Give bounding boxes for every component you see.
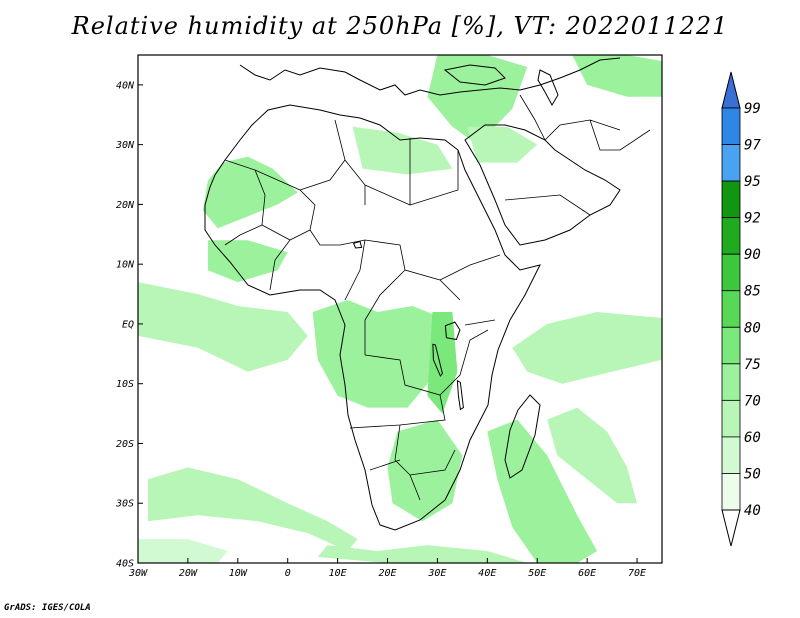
colorbar-label: 99 [744,101,761,117]
country-borders [224,94,651,501]
lakes [352,240,464,411]
colorbar-box [721,180,741,219]
lat-tick-label: 40N [116,80,135,91]
lon-tick-label: 40E [478,568,496,579]
colorbar-bottom-arrow [721,509,741,547]
colorbar-box [721,107,741,145]
colorbar-box [721,253,741,292]
lon-tick-label: 70E [628,568,646,579]
arabia-coastline [464,124,621,246]
humid-region-iran-east [572,55,662,97]
colorbar-box [721,144,741,182]
lat-tick-label: 30S [115,499,134,510]
colorbar-label: 95 [744,174,761,190]
humid-region-southern-africa [387,419,463,522]
humid-region-sahara-west-band [202,156,298,229]
lat-tick-label: 30N [115,140,135,151]
lon-tick-label: 30W [128,568,148,579]
colorbar-label: 80 [744,320,761,336]
colorbar-label: 92 [744,211,761,227]
lat-tick-label: EQ [122,319,134,330]
colorbar-label: 85 [744,284,761,300]
colorbar-label: 50 [744,466,761,482]
humid-region-arabia-north [467,126,538,163]
lon-tick-label: 10W [229,568,248,579]
colorbar-box [721,363,741,401]
lat-tick-label: 20N [116,200,135,211]
lake-victoria [444,321,461,341]
colorbar-box [721,399,741,438]
lat-tick-label: 20S [116,439,134,450]
humid-region-atlantic-south-lower [138,539,228,563]
humid-region-libya-egypt [352,126,453,175]
colorbar: 99 97 95 92 90 85 80 75 70 60 50 40 [721,71,761,547]
humid-region-central-africa [312,300,448,408]
colorbar-top-arrow [721,71,741,109]
colorbar-box [721,473,741,511]
colorbar-box [721,326,741,365]
humid-region-south-of-africa [317,545,528,563]
lon-tick-label: 0 [285,568,291,579]
colorbar-box [721,290,741,328]
colorbar-box [721,217,741,255]
colorbar-label: 60 [744,430,761,446]
lon-tick-label: 30E [427,568,446,579]
humid-region-levant-turkey [427,55,528,145]
lake-malawi [456,379,464,411]
lon-tick-label: 60E [578,568,596,579]
chart-title: Relative humidity at 250hPa [%], VT: 202… [71,12,729,40]
colorbar-label: 70 [744,393,761,409]
map-frame [137,54,663,564]
lon-tick-label: 10E [329,568,347,579]
lat-tick-label: 40S [116,559,134,570]
lat-tick-label: 10S [116,379,134,390]
humid-region-south-atlantic-arc [148,467,358,551]
longitude-ticks: 30W 20W 10W 0 10E 20E 30E 40E 50E 60E 70E [128,558,646,579]
humidity-shading [138,55,662,563]
lat-tick-label: 10N [116,260,135,271]
lon-tick-label: 20W [179,568,198,579]
grads-credit: GrADS: IGES/COLA [4,603,91,613]
humid-region-mozambique-channel-plume [487,419,598,563]
lon-tick-label: 20E [378,568,396,579]
africa-coastline [204,104,541,531]
europe-coastline [239,57,621,96]
lake-chad [352,240,363,249]
colorbar-box [721,436,741,474]
colorbar-label: 40 [744,503,761,519]
coastlines-and-borders [204,57,651,531]
latitude-ticks: 40N 30N 20N 10N EQ 10S 20S 30S 40S [115,80,143,570]
lake-tanganyika [432,343,443,377]
caspian-sea [537,69,559,107]
lon-tick-label: 50E [528,568,546,579]
humid-region-rift-valley [427,312,458,414]
colorbar-label: 90 [744,247,761,263]
humid-region-indian-ocean-north [512,312,662,384]
madagascar [504,394,541,479]
colorbar-label: 97 [744,138,761,154]
humid-region-west-atlantic-tropics [138,282,308,372]
colorbar-label: 75 [744,357,761,373]
humid-region-sahel-west [207,240,288,283]
black-sea [443,64,506,86]
humid-region-madagascar-east-arc [547,407,637,504]
